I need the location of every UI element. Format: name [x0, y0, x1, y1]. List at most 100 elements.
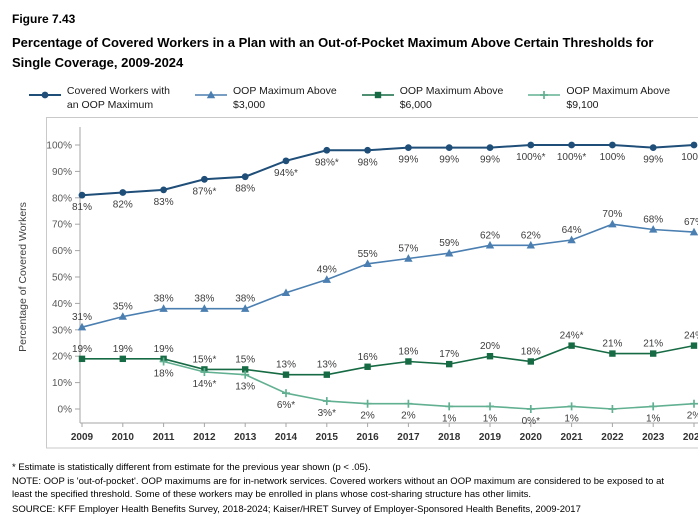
- data-label: 1%: [442, 413, 457, 424]
- triangle-marker: [77, 322, 87, 330]
- data-label: 99%: [398, 154, 418, 165]
- data-label: 99%: [643, 154, 663, 165]
- legend-label-line: an OOP Maximum: [66, 98, 154, 111]
- data-label: 38%: [154, 293, 174, 304]
- legend-marker-circle: [28, 91, 61, 99]
- square-marker: [405, 357, 412, 365]
- triangle-marker: [281, 288, 291, 296]
- data-label: 1%: [564, 413, 579, 424]
- circle-marker: [323, 146, 331, 154]
- triangle-marker: [485, 240, 495, 249]
- circle-marker: [527, 141, 535, 148]
- data-label: 38%: [235, 293, 255, 304]
- x-tick-label: 2009: [71, 432, 94, 443]
- circle-marker: [78, 191, 86, 199]
- legend-item-0: Covered Workers with an OOP Maximum: [28, 85, 170, 112]
- square-marker: [364, 363, 371, 370]
- triangle-marker: [567, 235, 576, 243]
- data-label: 13%: [317, 359, 337, 370]
- legend-label-line: OOP Maximum Above: [566, 85, 671, 98]
- data-label: 62%: [521, 230, 541, 241]
- x-tick-label: 2018: [438, 432, 461, 443]
- legend-label-line: $3,000: [233, 98, 266, 111]
- data-label: 100%*: [516, 152, 546, 163]
- data-label: 100%: [600, 152, 626, 163]
- circle-marker: [201, 175, 208, 183]
- y-tick-label: 30%: [52, 325, 72, 336]
- series-line-0: [81, 143, 695, 196]
- data-label: 68%: [643, 214, 663, 225]
- square-marker: [650, 349, 657, 357]
- circle-marker: [609, 141, 616, 148]
- legend-label: OOP Maximum Above $3,000: [233, 85, 337, 112]
- footnote-note: NOTE: OOP is 'out-of-pocket'. OOP maximu…: [12, 476, 664, 501]
- data-label: 35%: [113, 301, 133, 312]
- square-marker: [242, 365, 249, 373]
- data-label: 59%: [439, 238, 459, 249]
- circle-marker: [282, 157, 290, 164]
- triangle-marker: [241, 303, 250, 312]
- x-tick-label: 2016: [356, 432, 379, 443]
- data-label: 81%: [72, 202, 92, 213]
- square-marker: [568, 342, 575, 349]
- circle-marker: [364, 146, 371, 154]
- y-tick-label: 40%: [52, 298, 72, 309]
- data-label: 88%: [235, 183, 255, 194]
- data-label: 99%: [480, 154, 500, 165]
- legend-label-line: Covered Workers with: [66, 85, 171, 98]
- data-label: 21%: [643, 338, 663, 349]
- legend-item-3: OOP Maximum Above $9,100: [527, 85, 670, 112]
- circle-marker: [690, 141, 698, 148]
- triangle-marker: [363, 258, 372, 267]
- triangle-marker: [322, 274, 331, 283]
- data-label: 18%: [398, 346, 418, 357]
- footnote-significance: * Estimate is statistically different fr…: [12, 461, 371, 473]
- legend-label-line: OOP Maximum Above: [233, 85, 337, 98]
- triangle-marker: [404, 253, 413, 262]
- square-marker: [609, 349, 616, 357]
- data-label: 1%: [483, 413, 498, 424]
- triangle-marker: [689, 227, 698, 235]
- y-tick-label: 60%: [52, 246, 72, 257]
- triangle-marker: [159, 303, 168, 312]
- data-label: 18%: [521, 346, 541, 357]
- data-label: 16%: [358, 351, 378, 362]
- x-tick-label: 2023: [642, 432, 665, 443]
- triangle-marker: [526, 240, 535, 249]
- data-label: 38%: [194, 293, 214, 304]
- circle-marker: [160, 186, 168, 193]
- data-label: 49%: [317, 264, 337, 275]
- chart-area: Percentage of Covered Workers 0% 10% 20% 30%…: [12, 116, 698, 454]
- data-label: 15%: [235, 354, 255, 365]
- data-label: 18%: [154, 368, 174, 379]
- square-marker: [78, 355, 86, 362]
- circle-marker: [119, 188, 127, 196]
- x-tick-label: 2017: [397, 432, 420, 443]
- data-label: 99%: [439, 154, 459, 165]
- legend-label-line: $6,000: [399, 98, 432, 111]
- square-marker: [374, 92, 381, 99]
- circle-marker: [486, 143, 494, 151]
- data-label: 19%: [72, 343, 92, 354]
- x-tick-label: 2012: [193, 432, 216, 443]
- data-label: 21%: [602, 338, 622, 349]
- legend-label: OOP Maximum Above $9,100: [566, 85, 670, 112]
- square-marker: [119, 355, 126, 362]
- data-label: 2%: [401, 410, 416, 421]
- circle-marker: [41, 91, 49, 99]
- figure-number: Figure 7.43: [12, 12, 76, 26]
- data-label: 94%*: [274, 167, 298, 178]
- data-label: 0%*: [522, 416, 540, 427]
- legend-marker-triangle: [195, 90, 228, 99]
- x-tick-label: 2010: [112, 432, 135, 443]
- square-marker: [282, 371, 290, 378]
- data-label: 57%: [398, 243, 418, 254]
- data-label: 2%: [687, 410, 698, 421]
- y-tick-label: 80%: [52, 193, 72, 204]
- x-tick-label: 2019: [479, 432, 502, 443]
- data-label: 62%: [480, 230, 500, 241]
- triangle-marker: [445, 248, 454, 257]
- circle-marker: [445, 143, 453, 151]
- data-label: 83%: [154, 196, 174, 207]
